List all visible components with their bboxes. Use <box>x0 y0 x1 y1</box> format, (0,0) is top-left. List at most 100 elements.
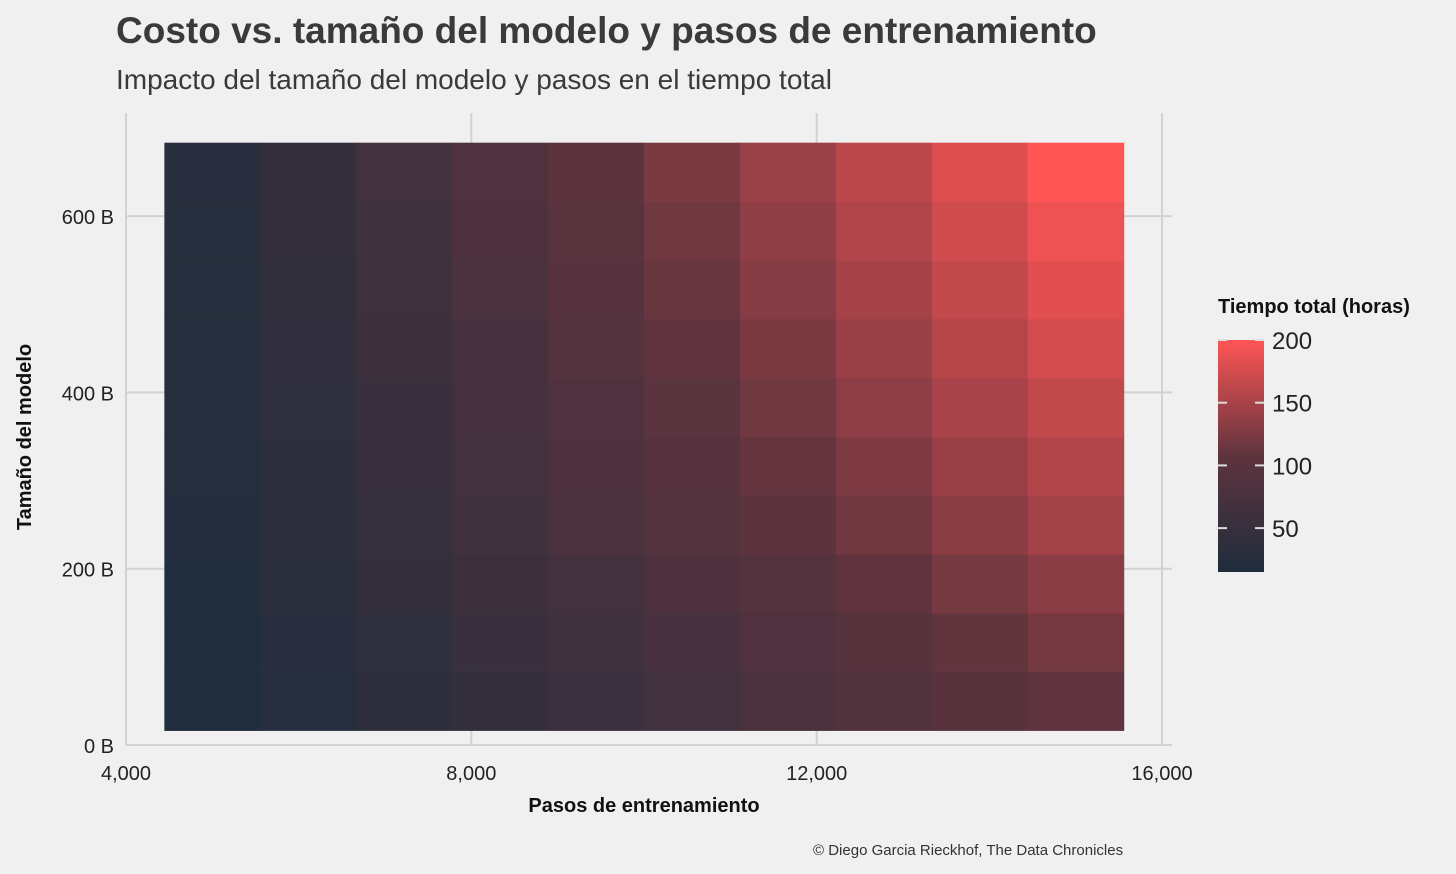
heatmap-cell <box>260 612 357 672</box>
heatmap-cell <box>739 671 837 731</box>
heatmap-cell <box>356 495 453 555</box>
heatmap-cell <box>1027 612 1125 672</box>
heatmap-cell <box>356 259 453 320</box>
heatmap-cell <box>644 142 741 203</box>
heatmap-cells <box>164 142 1125 731</box>
y-tick-label: 400 B <box>62 383 114 405</box>
heatmap-cell <box>1027 436 1125 496</box>
legend-tick-label: 200 <box>1272 328 1312 355</box>
heatmap-cell <box>931 436 1029 496</box>
heatmap-cell <box>260 436 357 496</box>
heatmap-cell <box>644 612 741 672</box>
heatmap-cell <box>356 554 453 614</box>
x-axis-ticks: 4,000 8,000 12,000 16,000 <box>101 763 1193 785</box>
heatmap-cell <box>739 436 837 496</box>
heatmap-cell <box>452 201 549 262</box>
heatmap-cell <box>1027 495 1125 555</box>
legend-colorbar <box>1218 340 1264 572</box>
heatmap-cell <box>356 436 453 496</box>
heatmap-cell <box>356 318 453 379</box>
heatmap-cell <box>356 201 453 262</box>
heatmap-cell <box>452 436 549 496</box>
heatmap-cell <box>644 201 741 262</box>
y-tick-label: 0 B <box>84 736 114 758</box>
heatmap-cell <box>260 142 357 203</box>
heatmap-cell <box>835 495 933 555</box>
heatmap-cell <box>452 671 549 731</box>
heatmap-cell <box>644 259 741 320</box>
heatmap-cell <box>1027 554 1125 614</box>
heatmap-cell <box>835 612 933 672</box>
heatmap-cell <box>452 378 549 438</box>
heatmap-cell <box>1027 142 1125 203</box>
heatmap-cell <box>739 318 837 379</box>
heatmap-cell <box>356 142 453 203</box>
heatmap-cell <box>931 259 1029 320</box>
heatmap-cell <box>835 378 933 438</box>
heatmap-cell <box>260 318 357 379</box>
heatmap-cell <box>1027 259 1125 320</box>
heatmap-cell <box>548 201 645 262</box>
heatmap-cell <box>644 378 741 438</box>
heatmap-cell <box>548 612 645 672</box>
heatmap-cell <box>931 554 1029 614</box>
heatmap-cell <box>548 671 645 731</box>
heatmap-cell <box>164 378 261 438</box>
heatmap-cell <box>739 554 837 614</box>
heatmap-cell <box>835 671 933 731</box>
heatmap-cell <box>835 318 933 379</box>
heatmap-cell <box>931 495 1029 555</box>
heatmap-cell <box>835 201 933 262</box>
legend-tick-label: 150 <box>1272 391 1312 418</box>
heatmap-cell <box>931 318 1029 379</box>
heatmap-cell <box>548 554 645 614</box>
heatmap-cell <box>452 142 549 203</box>
heatmap-cell <box>548 142 645 203</box>
x-tick-label: 16,000 <box>1131 763 1192 785</box>
heatmap-cell <box>452 554 549 614</box>
heatmap-cell <box>835 554 933 614</box>
heatmap-cell <box>644 436 741 496</box>
heatmap-cell <box>644 495 741 555</box>
heatmap-cell <box>1027 318 1125 379</box>
heatmap-cell <box>548 436 645 496</box>
heatmap-cell <box>260 554 357 614</box>
heatmap-cell <box>452 259 549 320</box>
heatmap-cell <box>164 201 261 262</box>
y-tick-label: 200 B <box>62 560 114 582</box>
heatmap-cell <box>739 612 837 672</box>
legend-ticks: 50 100 150 200 <box>1218 328 1312 543</box>
heatmap-cell <box>260 259 357 320</box>
heatmap-cell <box>1027 378 1125 438</box>
y-tick-label: 600 B <box>62 207 114 229</box>
heatmap-cell <box>931 201 1029 262</box>
heatmap-cell <box>739 201 837 262</box>
heatmap-cell <box>835 259 933 320</box>
heatmap-cell <box>164 612 261 672</box>
chart-subtitle: Impacto del tamaño del modelo y pasos en… <box>116 64 832 95</box>
heatmap-cell <box>739 378 837 438</box>
heatmap-cell <box>931 671 1029 731</box>
heatmap-cell <box>452 612 549 672</box>
legend-tick-label: 100 <box>1272 453 1312 480</box>
heatmap-cell <box>548 259 645 320</box>
heatmap-cell <box>260 201 357 262</box>
heatmap-cell <box>452 495 549 555</box>
heatmap-cell <box>931 142 1029 203</box>
heatmap-cell <box>548 378 645 438</box>
x-axis-label: Pasos de entrenamiento <box>528 795 759 817</box>
heatmap-cell <box>548 495 645 555</box>
heatmap-cell <box>356 671 453 731</box>
heatmap-cell <box>1027 201 1125 262</box>
heatmap-cell <box>164 142 261 203</box>
heatmap-cell <box>1027 671 1125 731</box>
heatmap-cell <box>644 554 741 614</box>
heatmap-cell <box>835 436 933 496</box>
heatmap-cell <box>356 378 453 438</box>
heatmap-cell <box>164 554 261 614</box>
heatmap-cell <box>452 318 549 379</box>
heatmap-cell <box>739 259 837 320</box>
heatmap-cell <box>644 318 741 379</box>
heatmap-cell <box>548 318 645 379</box>
